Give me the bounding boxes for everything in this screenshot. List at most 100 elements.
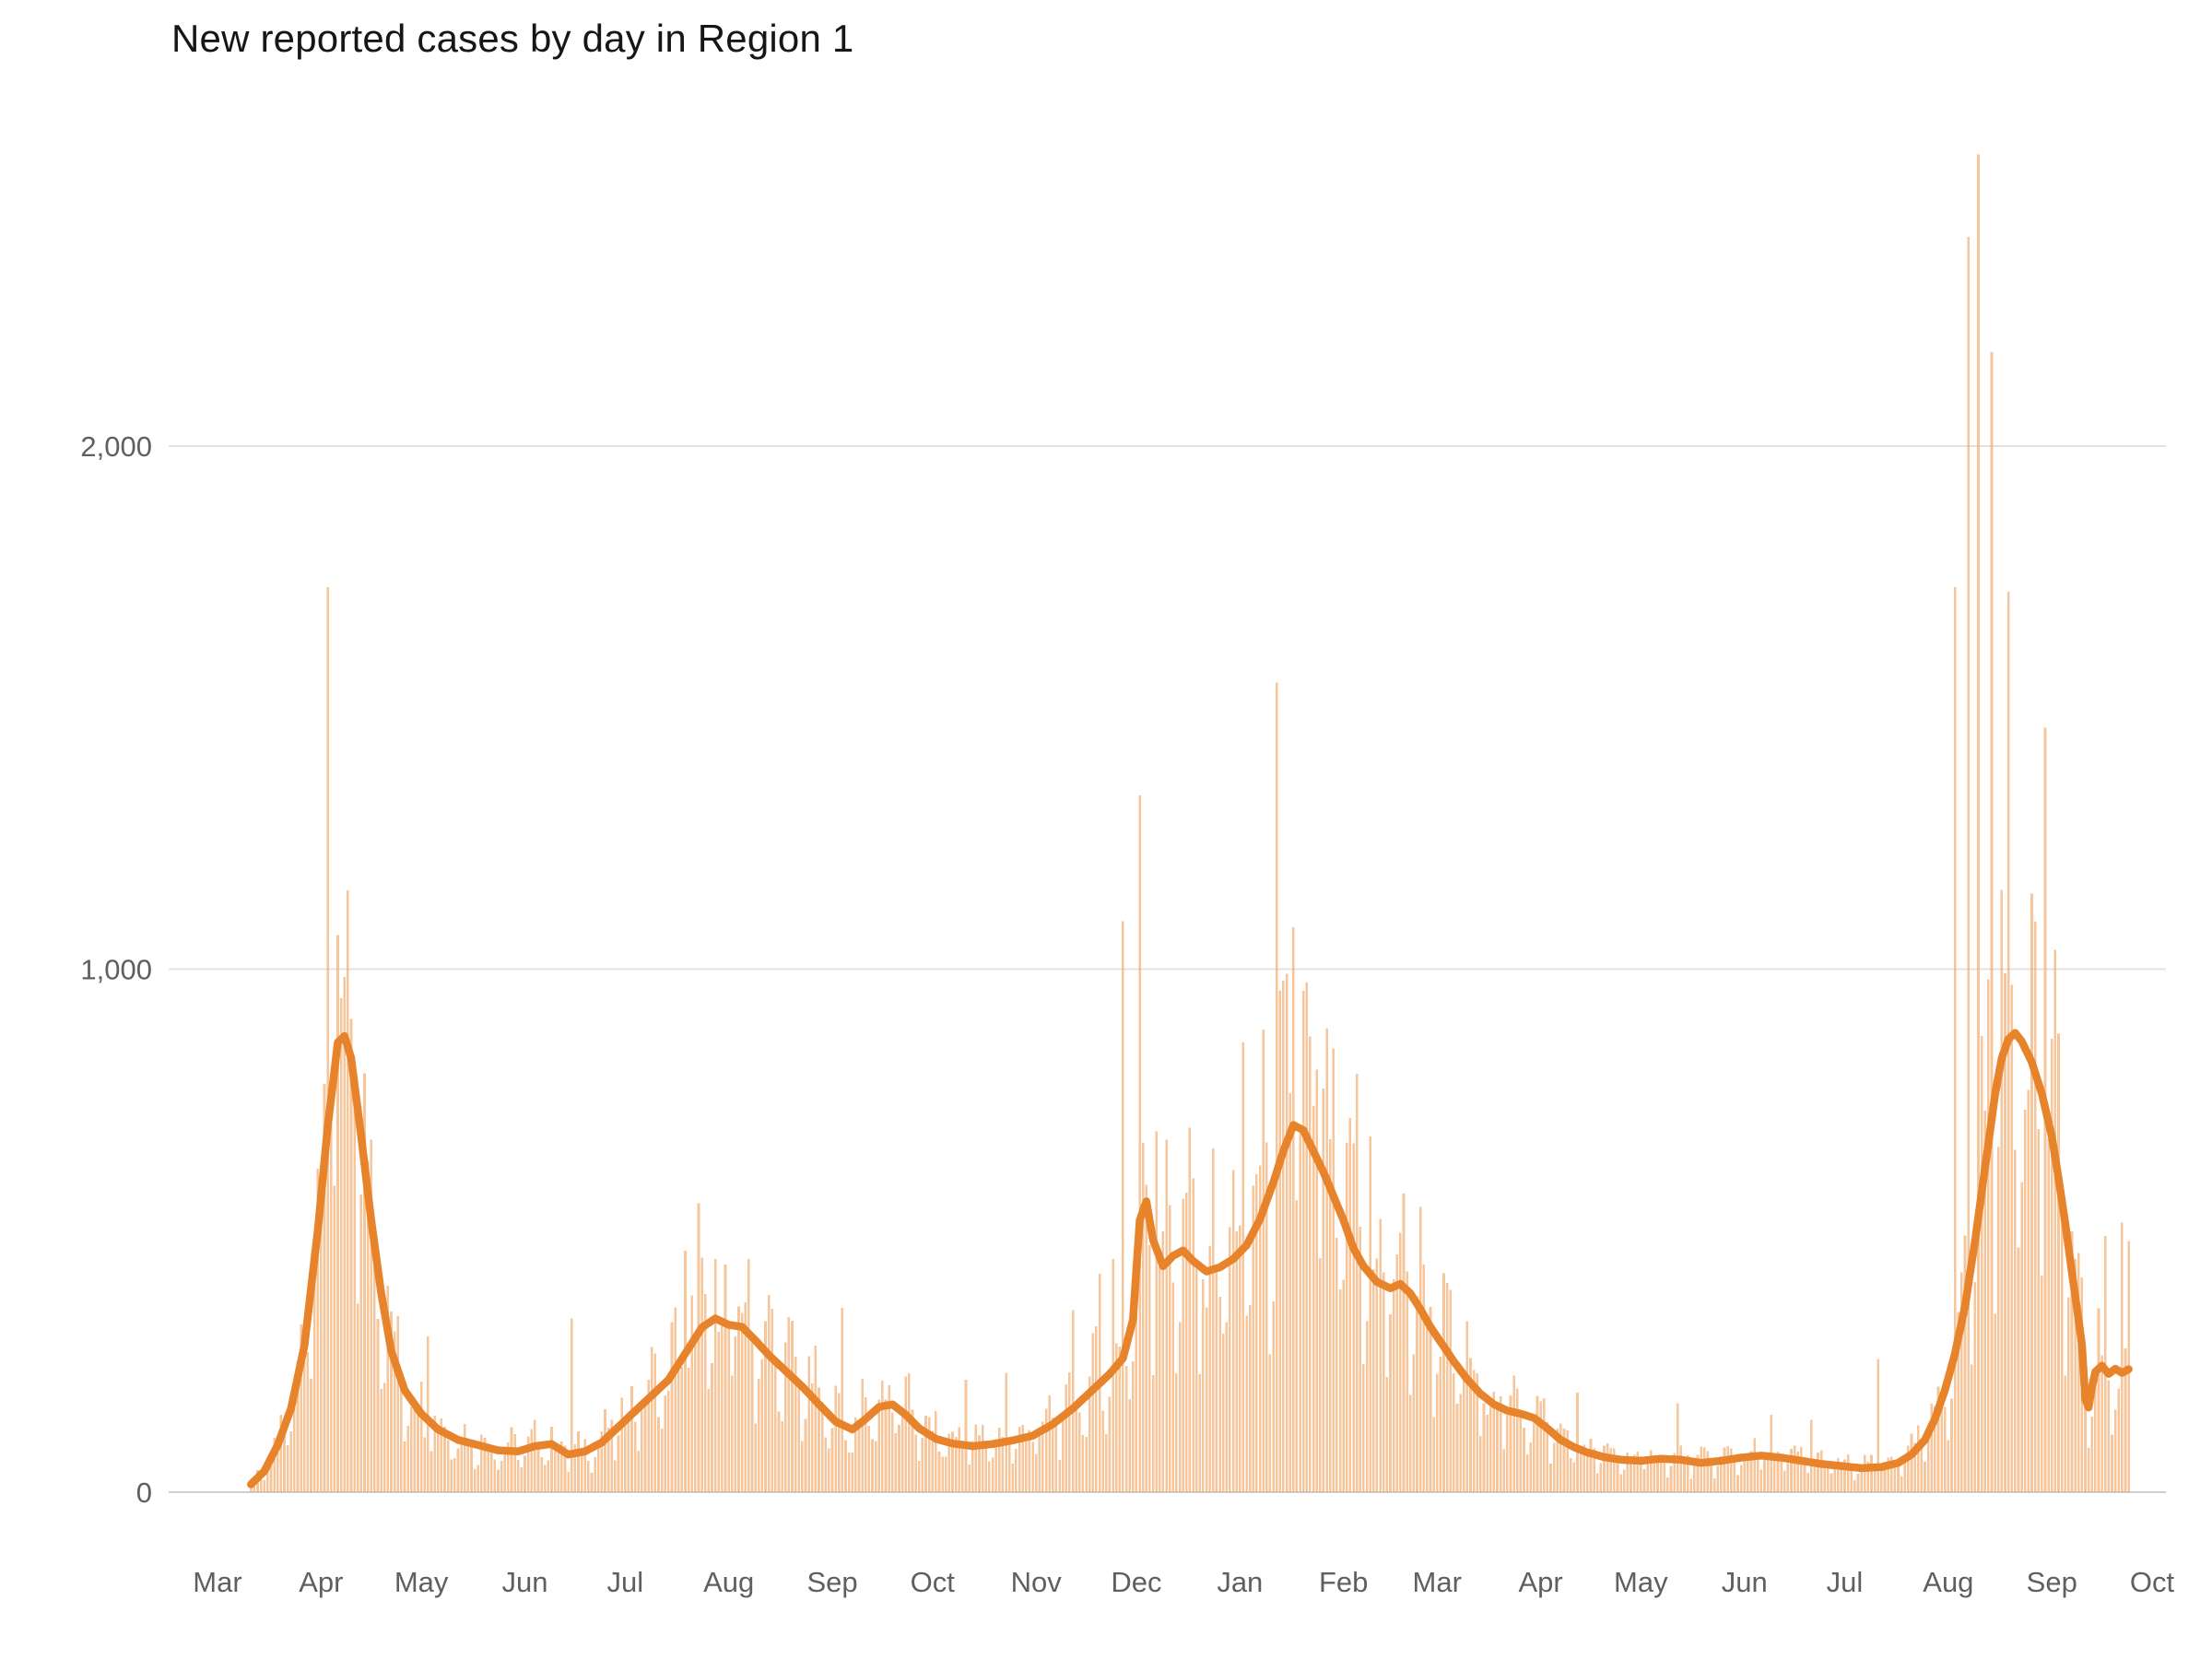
daily-bar[interactable] — [1379, 1218, 1382, 1492]
daily-bar[interactable] — [2023, 1109, 2027, 1492]
daily-bar[interactable] — [687, 1367, 690, 1492]
daily-bar[interactable] — [1642, 1469, 1646, 1492]
daily-bar[interactable] — [1171, 1282, 1175, 1492]
daily-bar[interactable] — [1486, 1414, 1488, 1492]
daily-bar[interactable] — [1609, 1447, 1612, 1492]
daily-bar[interactable] — [1776, 1452, 1780, 1492]
daily-bar[interactable] — [1362, 1364, 1365, 1492]
daily-bar[interactable] — [921, 1437, 924, 1492]
daily-bar[interactable] — [1348, 1117, 1352, 1492]
daily-bar[interactable] — [343, 977, 347, 1492]
daily-bar[interactable] — [1462, 1375, 1465, 1492]
daily-bar[interactable] — [2060, 1202, 2064, 1492]
daily-bar[interactable] — [1145, 1184, 1148, 1492]
daily-bar[interactable] — [653, 1353, 657, 1492]
daily-bar[interactable] — [1706, 1451, 1710, 1492]
daily-bar[interactable] — [984, 1444, 988, 1493]
daily-bar[interactable] — [1809, 1419, 1813, 1492]
daily-bar[interactable] — [1031, 1441, 1034, 1492]
daily-bar[interactable] — [480, 1434, 483, 1492]
daily-bar[interactable] — [664, 1395, 667, 1492]
daily-bar[interactable] — [1325, 1028, 1328, 1492]
daily-bar[interactable] — [594, 1457, 596, 1492]
daily-bar[interactable] — [1412, 1354, 1416, 1492]
daily-bar[interactable] — [1702, 1447, 1706, 1492]
daily-bar[interactable] — [1583, 1444, 1585, 1492]
daily-bar[interactable] — [286, 1445, 289, 1492]
daily-bar[interactable] — [1399, 1232, 1402, 1492]
daily-bar[interactable] — [573, 1443, 577, 1492]
daily-bar[interactable] — [1161, 1231, 1165, 1492]
daily-bar[interactable] — [600, 1431, 604, 1492]
daily-bar[interactable] — [1749, 1451, 1753, 1492]
daily-bar[interactable] — [1983, 1111, 1986, 1492]
daily-bar[interactable] — [1616, 1462, 1619, 1492]
daily-bar[interactable] — [289, 1430, 293, 1492]
daily-bar[interactable] — [1549, 1464, 1552, 1492]
daily-bar[interactable] — [466, 1442, 470, 1492]
daily-bar[interactable] — [820, 1401, 824, 1492]
daily-bar[interactable] — [2037, 1129, 2040, 1492]
daily-bar[interactable] — [590, 1472, 594, 1492]
daily-bar[interactable] — [363, 1073, 366, 1492]
daily-bar[interactable] — [1836, 1458, 1840, 1492]
daily-bar[interactable] — [1689, 1478, 1692, 1492]
daily-bar[interactable] — [296, 1361, 300, 1492]
daily-bar[interactable] — [513, 1434, 516, 1492]
daily-bar[interactable] — [1185, 1193, 1188, 1492]
daily-bar[interactable] — [1640, 1456, 1642, 1492]
daily-bar[interactable] — [1095, 1326, 1098, 1492]
daily-bar[interactable] — [1385, 1377, 1389, 1492]
daily-bar[interactable] — [1683, 1458, 1686, 1492]
daily-bar[interactable] — [721, 1320, 724, 1492]
daily-bar[interactable] — [567, 1472, 570, 1492]
daily-bar[interactable] — [1038, 1435, 1041, 1492]
daily-bar[interactable] — [1435, 1373, 1439, 1492]
daily-bar[interactable] — [2087, 1448, 2090, 1492]
daily-bar[interactable] — [2004, 973, 2006, 1492]
daily-bar[interactable] — [1455, 1404, 1459, 1492]
daily-bar[interactable] — [1659, 1456, 1663, 1492]
daily-bar[interactable] — [1288, 1093, 1291, 1492]
daily-bar[interactable] — [927, 1417, 931, 1492]
daily-bar[interactable] — [991, 1457, 994, 1493]
daily-bar[interactable] — [865, 1397, 867, 1492]
daily-bar[interactable] — [1766, 1455, 1770, 1492]
daily-bar[interactable] — [1877, 1359, 1879, 1492]
daily-bar[interactable] — [1830, 1473, 1833, 1492]
daily-bar[interactable] — [1996, 1147, 2000, 1492]
daily-bar[interactable] — [1048, 1395, 1051, 1492]
daily-bar[interactable] — [941, 1456, 944, 1492]
daily-bar[interactable] — [1065, 1383, 1068, 1492]
daily-bar[interactable] — [1863, 1454, 1866, 1492]
daily-bar[interactable] — [1218, 1296, 1221, 1492]
daily-bar[interactable] — [326, 587, 329, 1492]
daily-bar[interactable] — [1052, 1417, 1054, 1492]
daily-bar[interactable] — [1372, 1268, 1375, 1492]
daily-bar[interactable] — [1406, 1271, 1408, 1492]
daily-bar[interactable] — [1913, 1442, 1916, 1492]
daily-bar[interactable] — [2064, 1375, 2066, 1492]
daily-bar[interactable] — [446, 1440, 450, 1492]
daily-bar[interactable] — [1589, 1439, 1593, 1492]
daily-bar[interactable] — [1827, 1465, 1830, 1492]
daily-bar[interactable] — [781, 1421, 783, 1492]
daily-bar[interactable] — [423, 1437, 427, 1492]
daily-bar[interactable] — [2094, 1386, 2097, 1492]
daily-bar[interactable] — [861, 1379, 864, 1492]
daily-bar[interactable] — [349, 1018, 353, 1492]
daily-bar[interactable] — [419, 1382, 423, 1492]
daily-bar[interactable] — [1833, 1468, 1836, 1492]
daily-bar[interactable] — [1105, 1433, 1108, 1492]
daily-bar[interactable] — [867, 1425, 871, 1492]
daily-bar[interactable] — [630, 1386, 633, 1492]
daily-bar[interactable] — [2070, 1231, 2074, 1492]
daily-bar[interactable] — [834, 1385, 837, 1492]
daily-bar[interactable] — [624, 1421, 627, 1492]
daily-bar[interactable] — [1619, 1474, 1622, 1492]
daily-bar[interactable] — [1081, 1434, 1085, 1492]
daily-bar[interactable] — [1338, 1288, 1342, 1492]
daily-bar[interactable] — [1208, 1245, 1211, 1492]
daily-bar[interactable] — [483, 1438, 487, 1492]
daily-bar[interactable] — [490, 1445, 493, 1492]
